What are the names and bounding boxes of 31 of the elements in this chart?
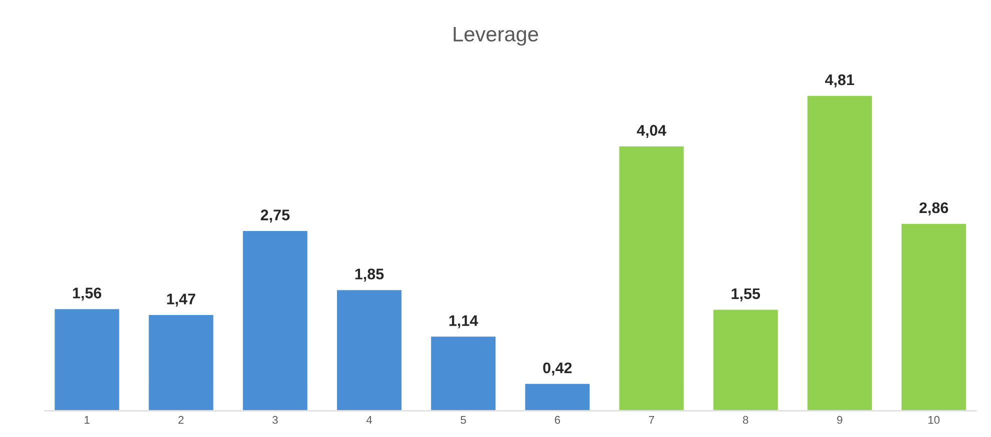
data-label: 4,81 xyxy=(825,74,854,88)
x-tick-label: 5 xyxy=(460,416,466,424)
data-label: 2,86 xyxy=(919,202,948,216)
x-tick-label: 4 xyxy=(366,416,372,424)
bar xyxy=(524,382,592,411)
data-label: 1,55 xyxy=(732,288,760,302)
x-tick-label: 9 xyxy=(837,416,842,424)
bar xyxy=(806,94,874,411)
bar xyxy=(618,145,686,411)
data-label: 1,56 xyxy=(73,288,102,301)
bar xyxy=(336,288,403,411)
data-label: 4,04 xyxy=(636,124,666,138)
x-tick-label: 8 xyxy=(742,416,748,424)
bar xyxy=(900,222,968,411)
data-label: 0,42 xyxy=(543,362,572,376)
bar xyxy=(430,335,497,411)
x-tick-label: 10 xyxy=(928,416,940,424)
data-label: 1,47 xyxy=(167,294,196,307)
bar xyxy=(53,308,121,411)
bar xyxy=(147,314,215,411)
x-tick-label: 2 xyxy=(178,416,184,424)
bar xyxy=(712,308,780,411)
data-label: 1,14 xyxy=(449,315,478,328)
bar xyxy=(242,230,309,411)
data-label: 1,85 xyxy=(355,268,384,282)
x-tick-label: 6 xyxy=(554,416,560,424)
chart-title: Leverage xyxy=(454,26,538,46)
x-tick-label: 7 xyxy=(648,416,654,424)
x-tick-label: 1 xyxy=(84,416,90,424)
data-label: 2,75 xyxy=(260,210,290,223)
x-tick-label: 3 xyxy=(272,416,278,424)
